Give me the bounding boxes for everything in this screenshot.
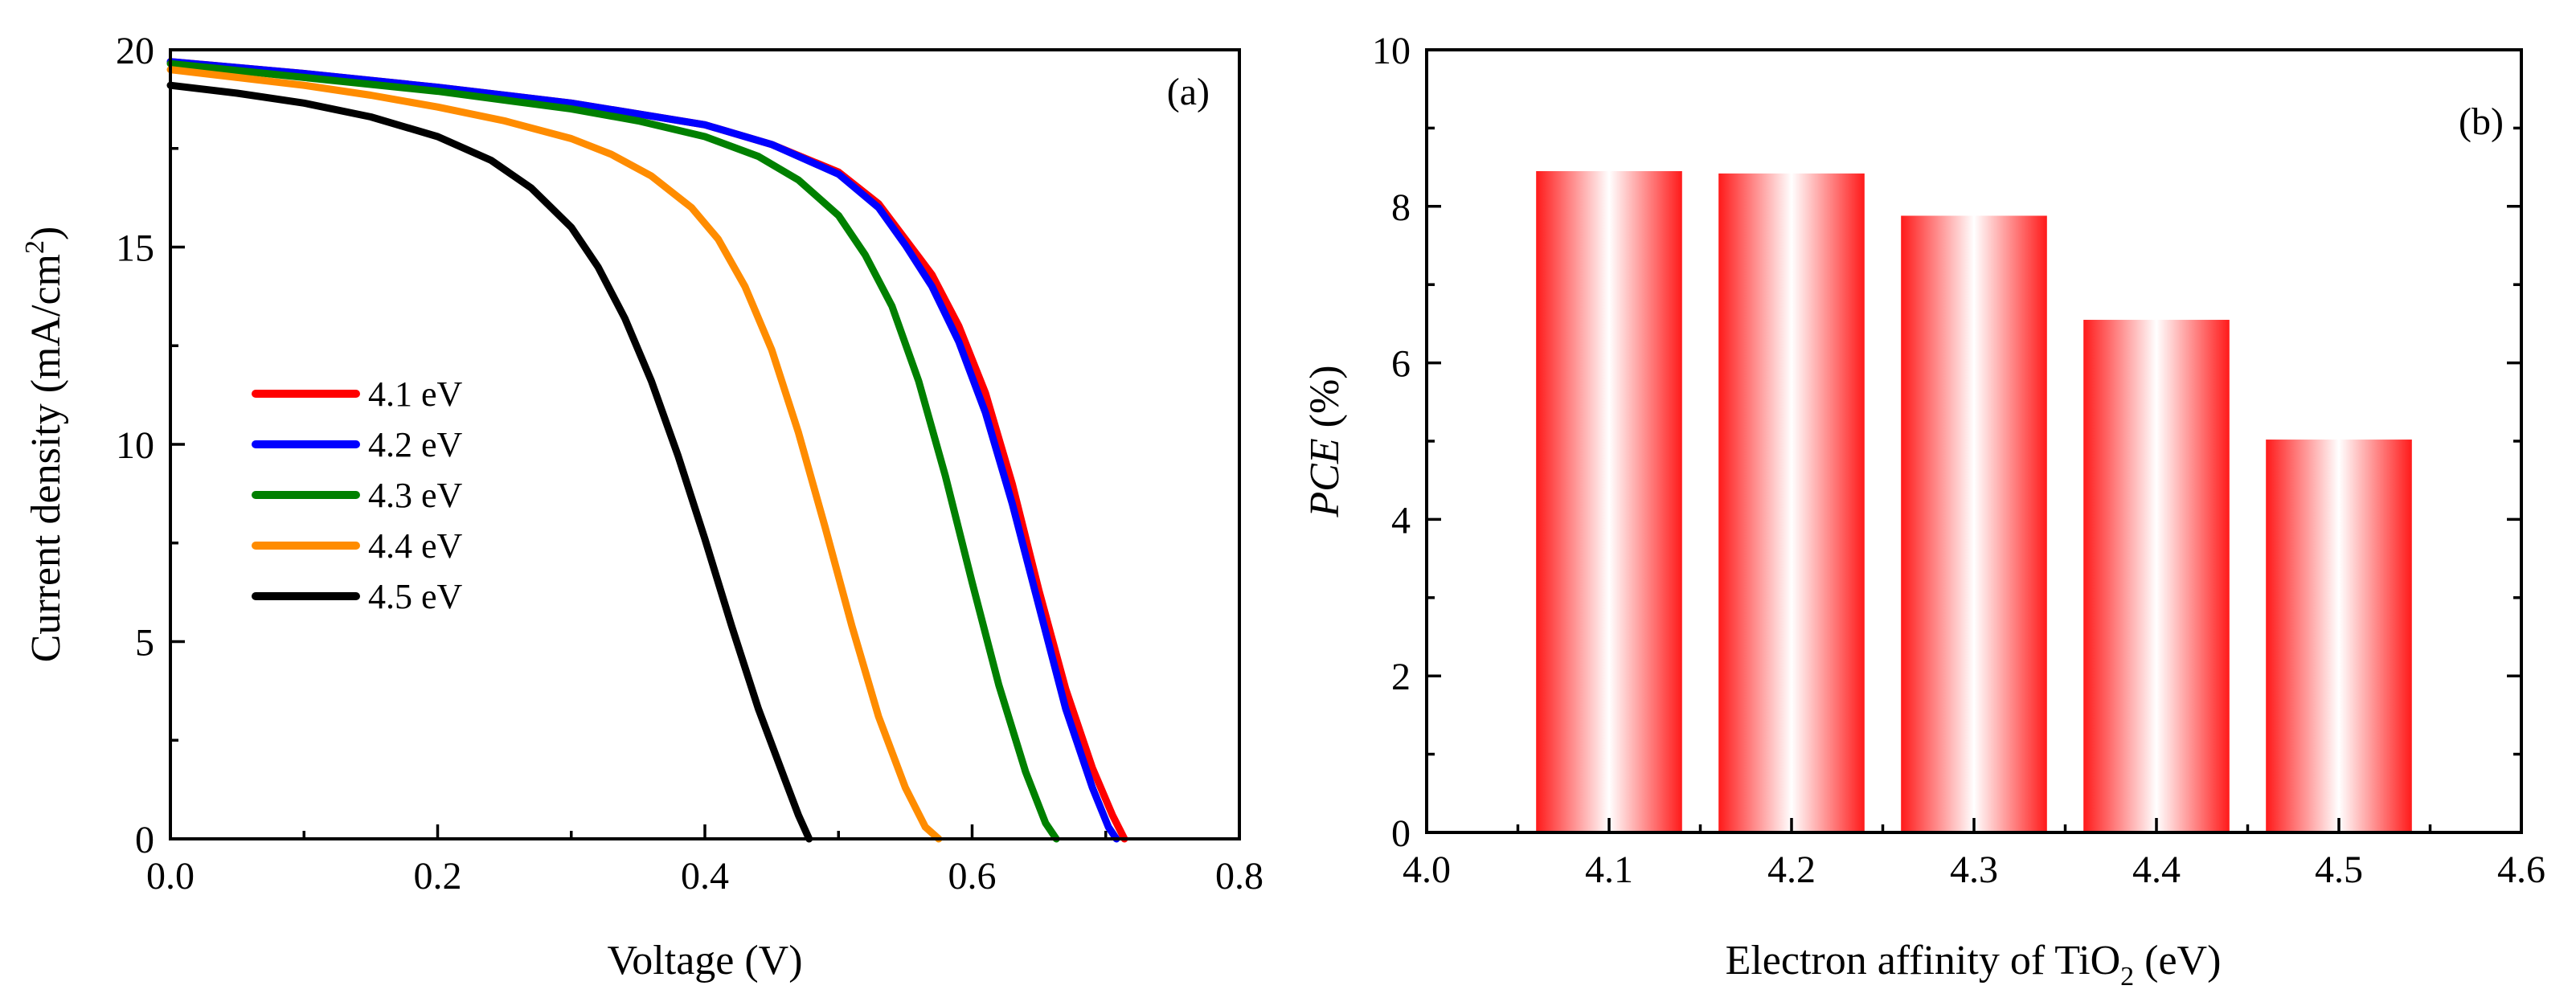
series-line-4 [166, 81, 813, 843]
legend-label: 4.1 eV [368, 374, 463, 414]
pce-bars [1536, 170, 2412, 833]
x-tick-label-a: 0.2 [414, 855, 462, 898]
x-tick-label-b: 4.0 [1403, 849, 1451, 891]
bar-4 [2266, 440, 2412, 832]
series-line-1 [166, 58, 1120, 843]
x-tick-label-b: 4.5 [2315, 849, 2363, 891]
x-axis-title-b-sub: 2 [2120, 962, 2134, 992]
x-tick-label-a: 0.0 [146, 855, 195, 898]
y-tick-label-b: 0 [1391, 812, 1411, 855]
x-ticks-b: 4.0 4.1 4.2 4.3 4.4 4.5 4.6 [1403, 818, 2545, 891]
y-tick-label-b: 8 [1391, 186, 1411, 229]
y-tick-label-a: 5 [135, 622, 154, 665]
series-line-2 [166, 59, 1060, 843]
y-axis-title-a-sup: 2 [20, 240, 50, 254]
y-tick-label-a: 15 [116, 227, 154, 270]
y-tick-label-b: 6 [1391, 343, 1411, 386]
bar-2 [1901, 215, 2047, 832]
x-axis-title-b-main: Electron affinity of TiO [1726, 938, 2121, 984]
series-line-3 [166, 66, 943, 843]
panel-a: 0.0 0.2 0.4 0.6 0.8 0 5 10 15 20 (a) Voltage (V)… [20, 30, 1263, 984]
x-tick-label-b: 4.1 [1585, 849, 1633, 891]
x-axis-title-b-tail: (eV) [2134, 938, 2221, 984]
x-tick-label-a: 0.6 [948, 855, 997, 898]
x-axis-title-a: Voltage (V) [607, 938, 802, 984]
x-tick-label-b: 4.3 [1950, 849, 1998, 891]
x-tick-label-a: 0.8 [1215, 855, 1263, 898]
x-tick-label-a: 0.4 [681, 855, 729, 898]
x-tick-label-b: 4.4 [2132, 849, 2181, 891]
y-axis-title-b-italic: PCE [1302, 438, 1348, 517]
y-axis-title-b-tail: (%) [1302, 365, 1348, 438]
x-ticks-a: 0.0 0.2 0.4 0.6 0.8 [146, 824, 1263, 898]
y-axis-title-a-tail: ) [23, 227, 69, 240]
series-line-0 [166, 58, 1128, 843]
panel-label-a: (a) [1167, 71, 1210, 113]
legend-label: 4.4 eV [368, 526, 463, 566]
y-tick-label-b: 10 [1372, 30, 1411, 72]
y-tick-label-a: 0 [135, 819, 154, 861]
y-tick-label-a: 10 [116, 424, 154, 467]
bar-1 [1718, 173, 1865, 833]
y-axis-title-b: PCE (%) [1302, 365, 1348, 517]
y-tick-label-b: 4 [1391, 499, 1411, 542]
y-axis-title-a: Current density (mA/cm2) [20, 227, 69, 663]
x-axis-title-b: Electron affinity of TiO2 (eV) [1726, 938, 2222, 992]
bar-0 [1536, 170, 1682, 833]
y-tick-label-a: 20 [116, 30, 154, 72]
legend-label: 4.5 eV [368, 577, 463, 616]
y-ticks-a: 0 5 10 15 20 [116, 30, 185, 861]
legend-label: 4.3 eV [368, 476, 463, 515]
bar-3 [2083, 320, 2230, 832]
panel-label-b: (b) [2459, 100, 2504, 143]
panel-b: 4.0 4.1 4.2 4.3 4.4 4.5 4.6 0 2 4 6 8 10 (b) Electr… [1302, 30, 2545, 992]
x-tick-label-b: 4.2 [1767, 849, 1816, 891]
x-tick-label-b: 4.6 [2497, 849, 2545, 891]
y-axis-title-a-main: Current density (mA/cm [23, 254, 69, 662]
legend-label: 4.2 eV [368, 425, 463, 464]
legend-a: 4.1 eV 4.2 eV 4.3 eV 4.4 eV 4.5 eV [252, 374, 463, 616]
y-tick-label-b: 2 [1391, 656, 1411, 698]
jv-curves [166, 58, 1128, 843]
y-ticks-b: 0 2 4 6 8 10 [1372, 30, 2521, 855]
